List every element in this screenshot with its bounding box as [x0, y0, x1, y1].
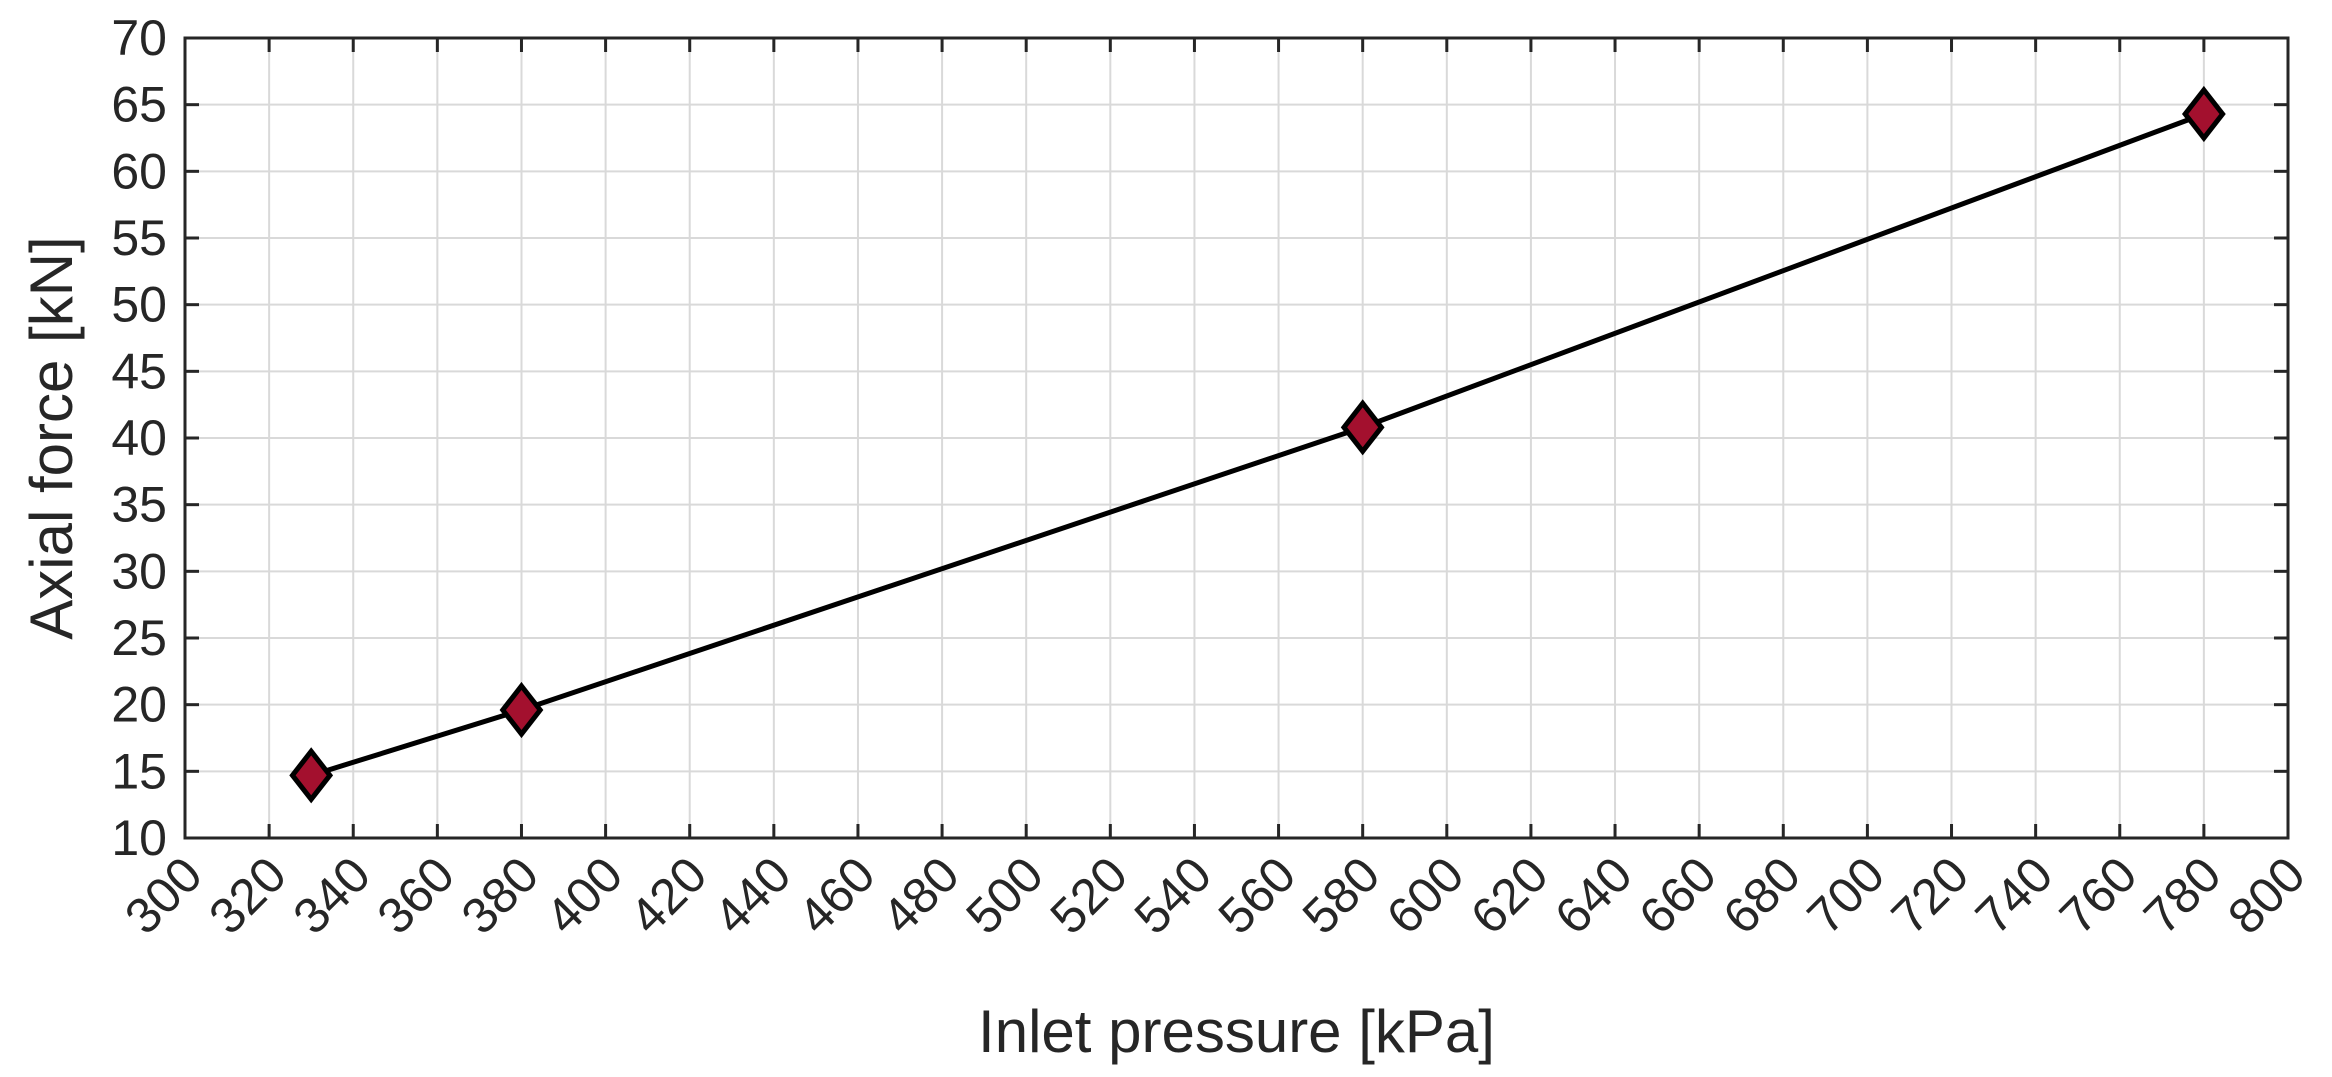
y-tick-label: 55	[111, 210, 167, 266]
data-point-marker	[289, 747, 334, 804]
y-tick-label: 30	[111, 543, 167, 599]
x-tick-label: 360	[367, 846, 466, 945]
data-point-marker	[499, 681, 544, 739]
y-tick-label: 70	[111, 10, 167, 66]
y-tick-label: 45	[111, 343, 167, 399]
x-tick-label: 420	[619, 846, 718, 945]
y-tick-label: 50	[111, 277, 167, 333]
y-tick-label: 35	[111, 477, 167, 533]
x-tick-label: 380	[451, 846, 550, 945]
y-tick-label: 15	[111, 743, 167, 799]
y-axis-label: Axial force [kN]	[18, 236, 85, 639]
x-tick-label: 660	[1628, 846, 1727, 945]
x-tick-label: 680	[1712, 846, 1811, 945]
x-tick-label: 580	[1292, 846, 1391, 945]
series-line	[310, 111, 2205, 778]
y-tick-label: 60	[111, 143, 167, 199]
x-tick-label: 540	[1124, 846, 1223, 945]
x-tick-label: 520	[1040, 846, 1139, 945]
y-tick-label: 20	[111, 677, 167, 733]
x-tick-labels: 3003203403603804004204404604805005205405…	[114, 846, 2316, 945]
x-tick-label: 400	[535, 846, 634, 945]
x-tick-label: 460	[787, 846, 886, 945]
axes	[183, 36, 2290, 840]
grid	[185, 38, 2288, 838]
x-tick-label: 740	[1965, 846, 2064, 945]
x-tick-label: 340	[282, 846, 381, 945]
series-layer	[289, 85, 2226, 804]
x-tick-label: 720	[1881, 846, 1980, 945]
data-point-marker	[2181, 85, 2226, 143]
data-point-marker	[1340, 399, 1385, 456]
x-tick-label: 500	[955, 846, 1054, 945]
x-tick-label: 440	[703, 846, 802, 945]
x-tick-label: 760	[2049, 846, 2148, 945]
y-tick-label: 25	[111, 610, 167, 666]
x-axis-label: Inlet pressure [kPa]	[978, 998, 1495, 1065]
x-tick-label: 780	[2133, 846, 2232, 945]
x-tick-label: 640	[1544, 846, 1643, 945]
x-tick-label: 480	[871, 846, 970, 945]
y-tick-label: 40	[111, 410, 167, 466]
x-tick-label: 800	[2217, 846, 2316, 945]
x-tick-label: 560	[1208, 846, 1307, 945]
y-tick-label: 10	[111, 810, 167, 866]
x-tick-label: 620	[1460, 846, 1559, 945]
x-tick-label: 600	[1376, 846, 1475, 945]
x-tick-label: 700	[1797, 846, 1896, 945]
x-tick-label: 320	[198, 846, 297, 945]
y-tick-labels: 10 15 20 25 30 35 40 45 50 55 60 65 70	[111, 10, 167, 866]
y-tick-label: 65	[111, 77, 167, 133]
